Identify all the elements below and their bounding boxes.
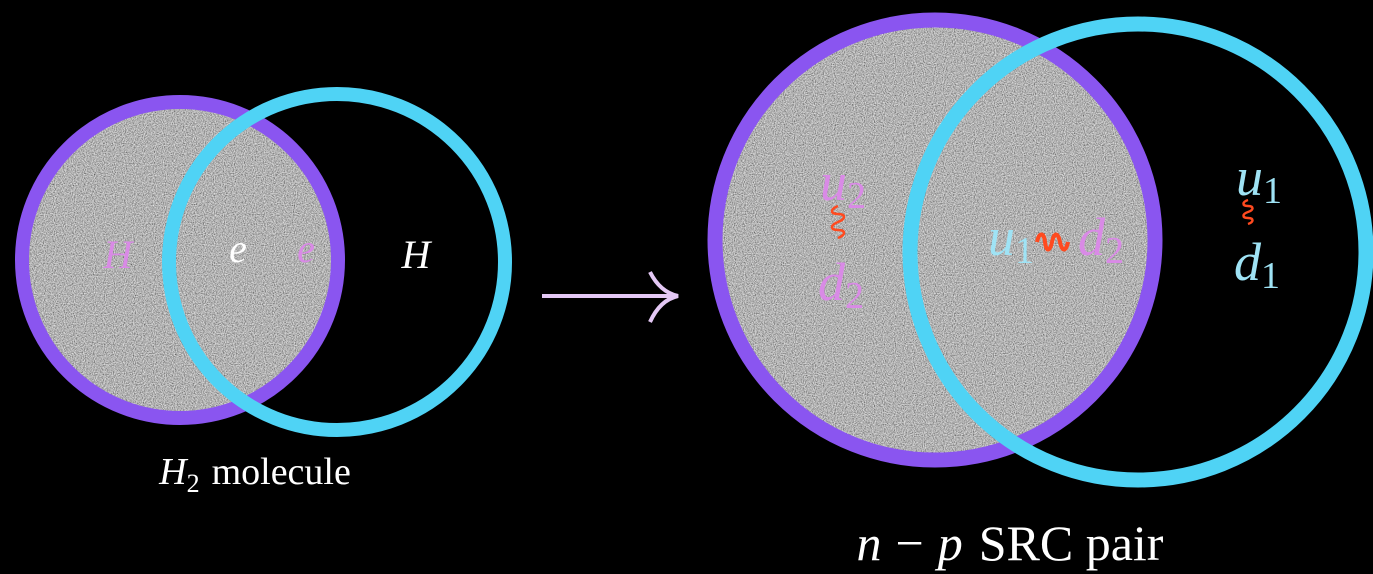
caption-symbol: n: [857, 515, 882, 571]
diagram: H e e H H2molecule u2 d2 u1 d2 u1 d1 n−p…: [0, 0, 1373, 574]
caption-subscript: 2: [187, 469, 200, 498]
caption: n−p SRC pair: [857, 515, 1164, 571]
quark-index: 2: [1105, 230, 1124, 272]
caption-symbol: p: [935, 515, 963, 571]
electron-label: e: [297, 226, 315, 271]
quark: u: [1236, 147, 1263, 207]
atom-label: H: [401, 232, 433, 277]
quark-index: 2: [845, 275, 864, 317]
caption-text: SRC pair: [979, 515, 1164, 571]
quark-index: 1: [1263, 170, 1282, 212]
quark: u: [820, 152, 847, 212]
atom-label: H: [103, 232, 135, 277]
quark-index: 2: [847, 175, 866, 217]
caption-symbol: H: [158, 451, 189, 493]
quark-index: 1: [1261, 255, 1280, 297]
quark-index: 1: [1015, 230, 1034, 272]
quark: d: [1234, 232, 1262, 292]
caption-text: molecule: [212, 451, 351, 493]
electron-label: e: [229, 226, 247, 271]
quark: d: [818, 252, 846, 312]
caption-operator: −: [896, 515, 924, 571]
quark: u: [988, 207, 1015, 267]
quark: d: [1078, 207, 1106, 267]
